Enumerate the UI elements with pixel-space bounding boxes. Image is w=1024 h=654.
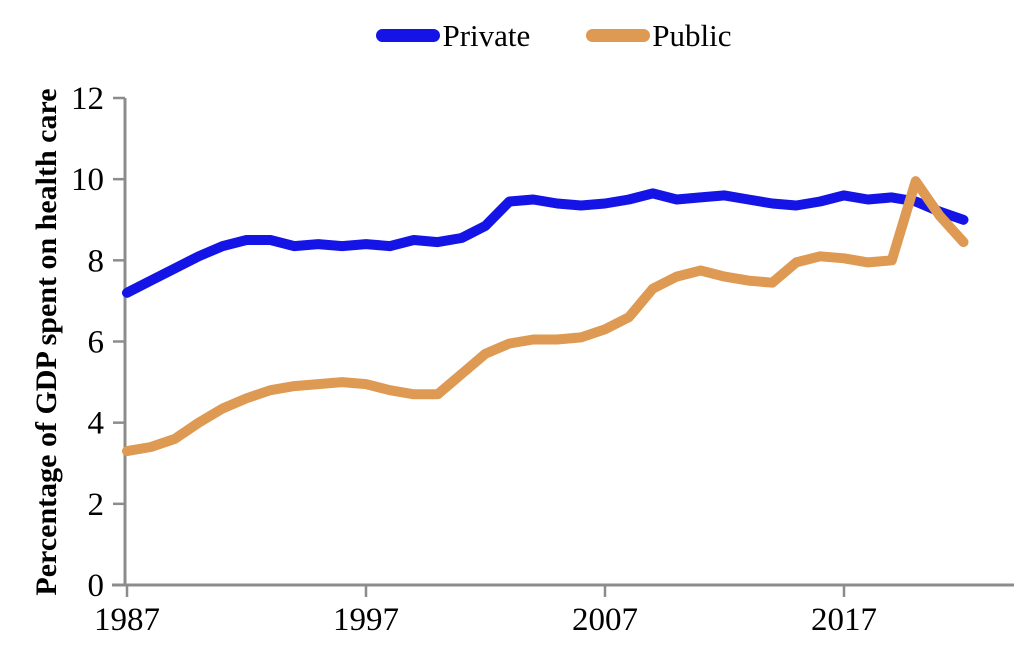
legend-label-public: Public [652,18,732,53]
y-tick-label: 10 [71,162,104,198]
legend-item-public: Public [586,18,732,53]
y-tick-label: 12 [71,81,104,117]
x-tick-label: 2017 [811,602,877,638]
series-lines [122,176,969,457]
public-line-swatch [586,29,651,42]
y-tick-label: 0 [88,568,105,604]
y-axis-title: Percentage of GDP spent on health care [30,88,63,595]
legend-label-private: Private [442,18,531,53]
x-tick-label: 1987 [94,602,160,638]
y-tick-label: 2 [88,487,105,523]
y-tick-label: 8 [88,243,105,279]
chart-legend: Private Public [42,20,1024,51]
public-series-line [122,176,969,457]
y-tick-label: 4 [88,406,105,442]
y-tick-label: 6 [88,325,105,361]
legend-item-private: Private [376,20,530,51]
x-tick-label: 1997 [333,602,399,638]
private-line-swatch [376,29,441,42]
x-tick-label: 2007 [572,602,638,638]
private-series-line [122,188,969,298]
axes: 0 2 4 6 8 10 12 1987 1997 2007 2017 [71,81,1014,638]
